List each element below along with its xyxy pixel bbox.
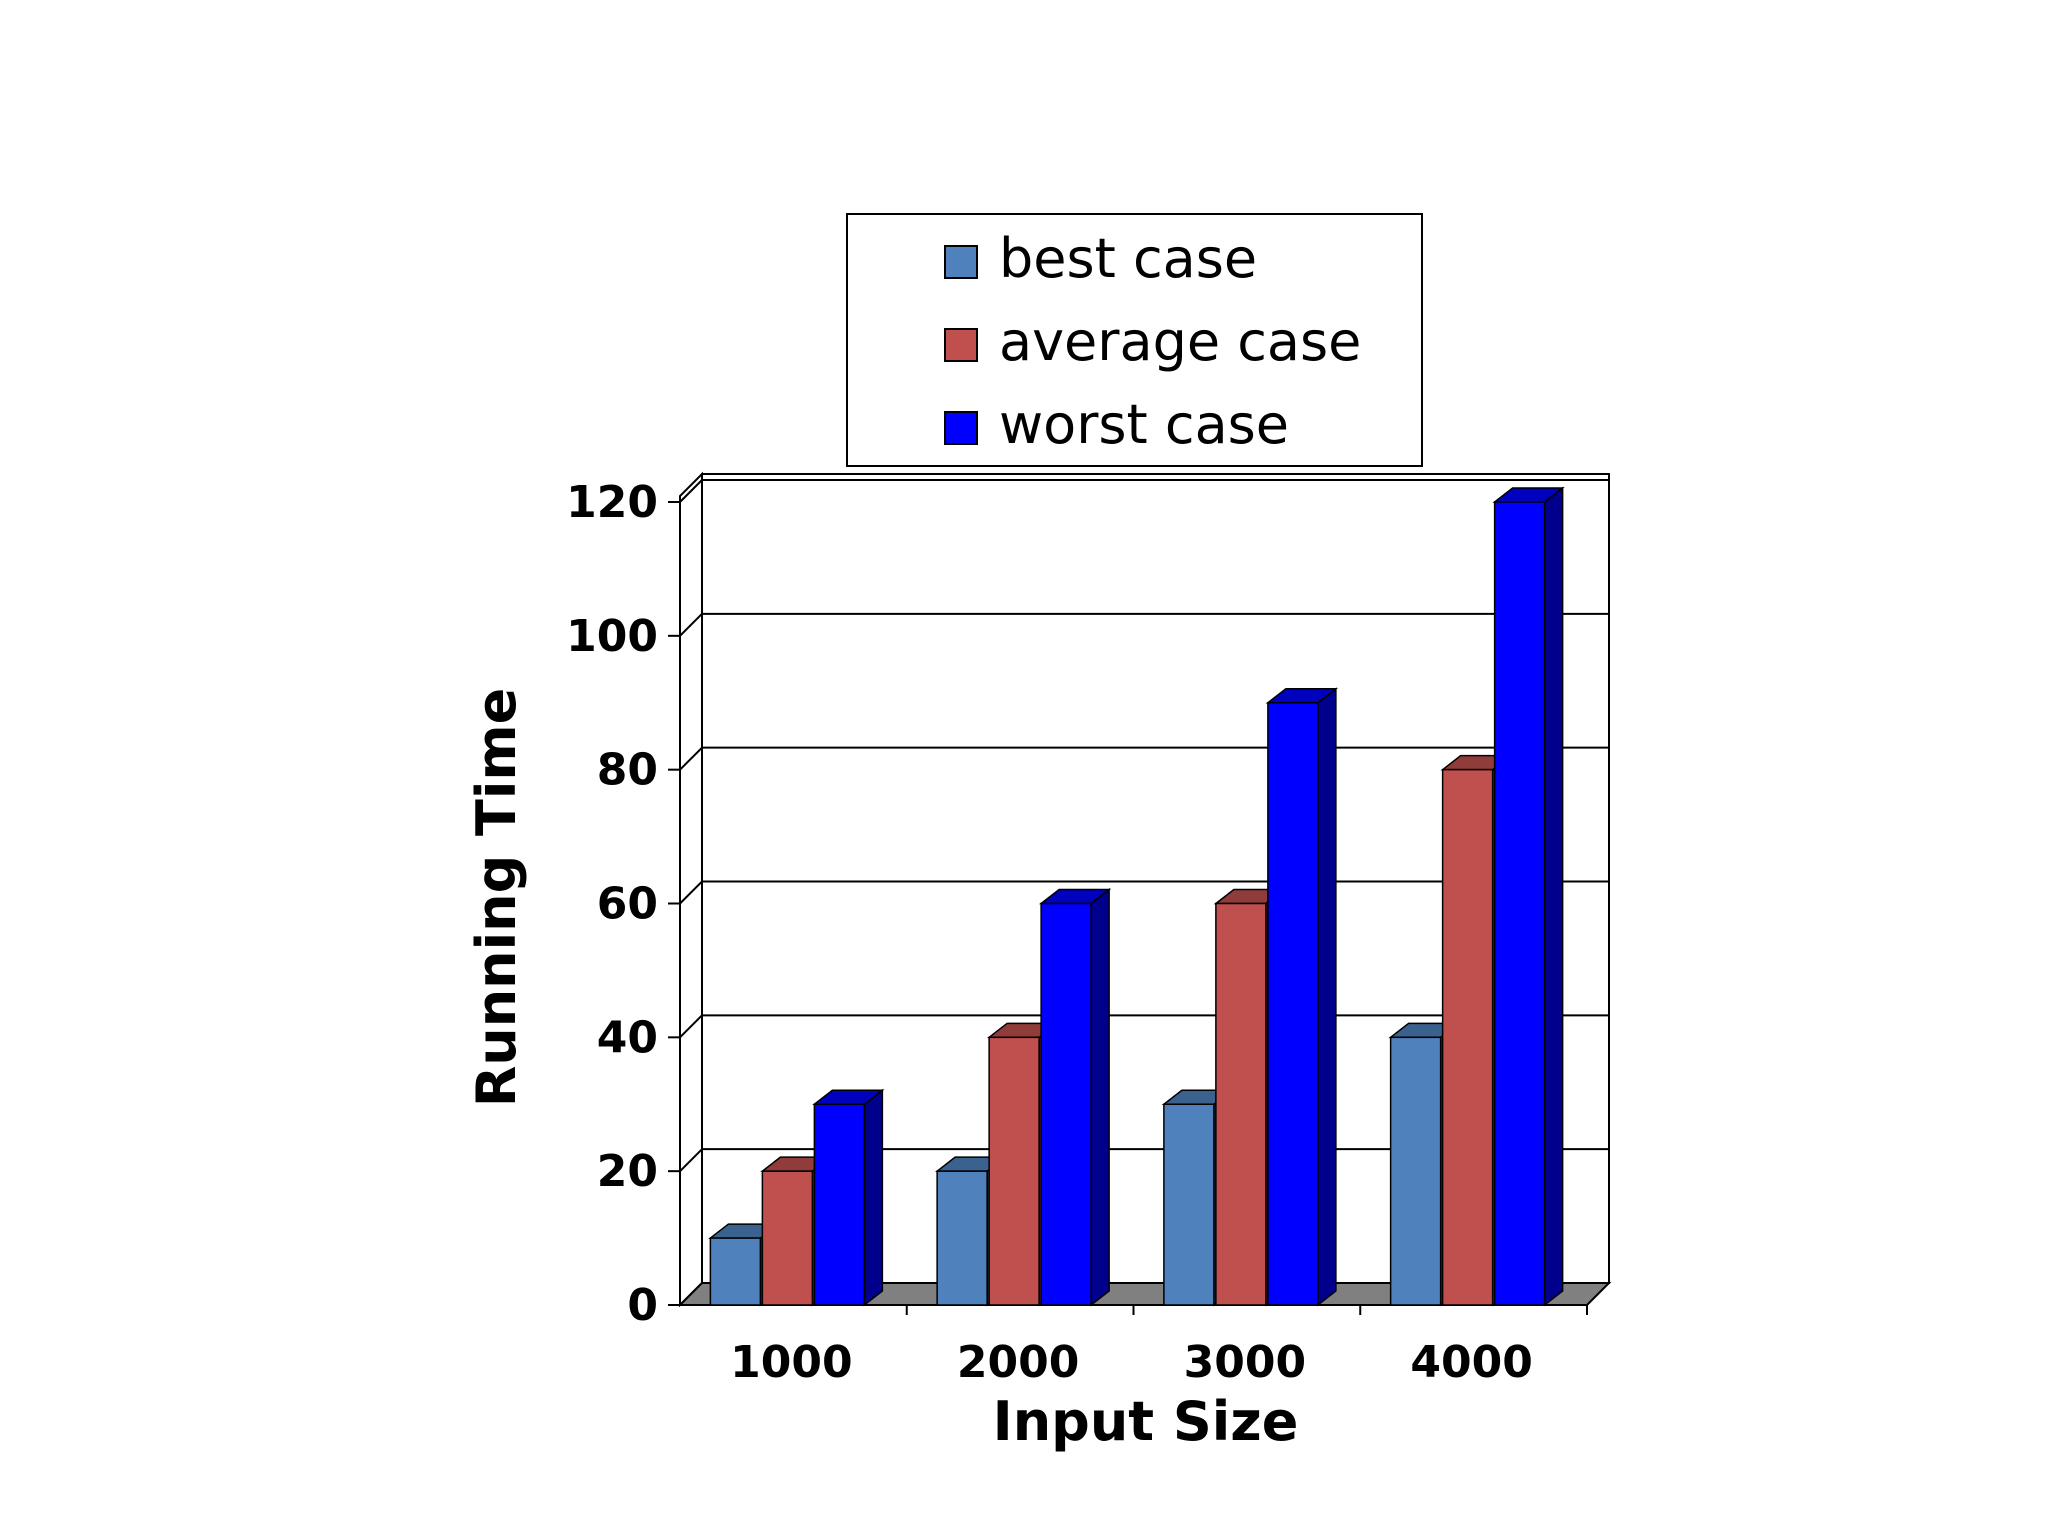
gridline-side	[679, 1014, 703, 1039]
bars	[708, 486, 1565, 1307]
bar-front	[988, 1036, 1040, 1306]
y-tick-label: 20	[597, 1146, 658, 1197]
bar-front	[1215, 902, 1267, 1306]
legend-swatch	[944, 328, 978, 362]
gridline-side	[679, 613, 703, 637]
legend-label: worst case	[999, 393, 1289, 456]
y-tick-label: 120	[566, 477, 658, 528]
legend-label: average case	[999, 310, 1361, 373]
y-tick-label: 40	[597, 1012, 658, 1063]
legend: best case average case worst case	[846, 213, 1423, 467]
y-tick-label: 60	[597, 879, 658, 930]
bar-front	[1163, 1103, 1215, 1306]
bar-front	[1441, 768, 1494, 1306]
side-wall	[679, 471, 703, 1308]
legend-box	[846, 213, 1423, 467]
y-tick-label: 0	[627, 1280, 658, 1331]
tick-labels: 0 20 40 60 80 100 120 1000 2000 3000 4000	[566, 477, 1533, 1388]
bar-side	[1090, 887, 1110, 1307]
legend-label: best case	[999, 227, 1257, 290]
x-axis-title: Input Size	[993, 1390, 1299, 1453]
x-tick-label: 4000	[1410, 1337, 1532, 1388]
gridline-side	[679, 880, 703, 905]
gridline-side	[679, 746, 703, 771]
x-tick-label: 3000	[1184, 1337, 1306, 1388]
bar-front	[1389, 1036, 1442, 1306]
bar-front	[1267, 702, 1319, 1306]
bar-front	[1040, 902, 1092, 1306]
x-tick-label: 1000	[730, 1337, 852, 1388]
bar-front	[761, 1170, 814, 1306]
bar-front	[1493, 501, 1546, 1306]
y-axis-title: Running Time	[465, 688, 528, 1108]
gridline-side	[679, 479, 703, 503]
bar-front	[709, 1237, 762, 1306]
bar	[812, 1088, 885, 1307]
bar	[1265, 687, 1339, 1307]
bar	[1038, 887, 1112, 1307]
y-tick-label: 100	[566, 611, 658, 662]
legend-swatch	[944, 411, 978, 445]
legend-swatch	[944, 245, 978, 279]
bar	[1492, 486, 1565, 1307]
bar-side	[1543, 486, 1564, 1307]
gridline-side	[679, 1148, 703, 1172]
x-tick-label: 2000	[957, 1337, 1079, 1388]
bar-side	[863, 1088, 884, 1307]
bar-front	[813, 1103, 866, 1306]
y-tick-label: 80	[597, 745, 658, 796]
bar-side	[1317, 687, 1337, 1307]
bar-front	[936, 1170, 988, 1306]
